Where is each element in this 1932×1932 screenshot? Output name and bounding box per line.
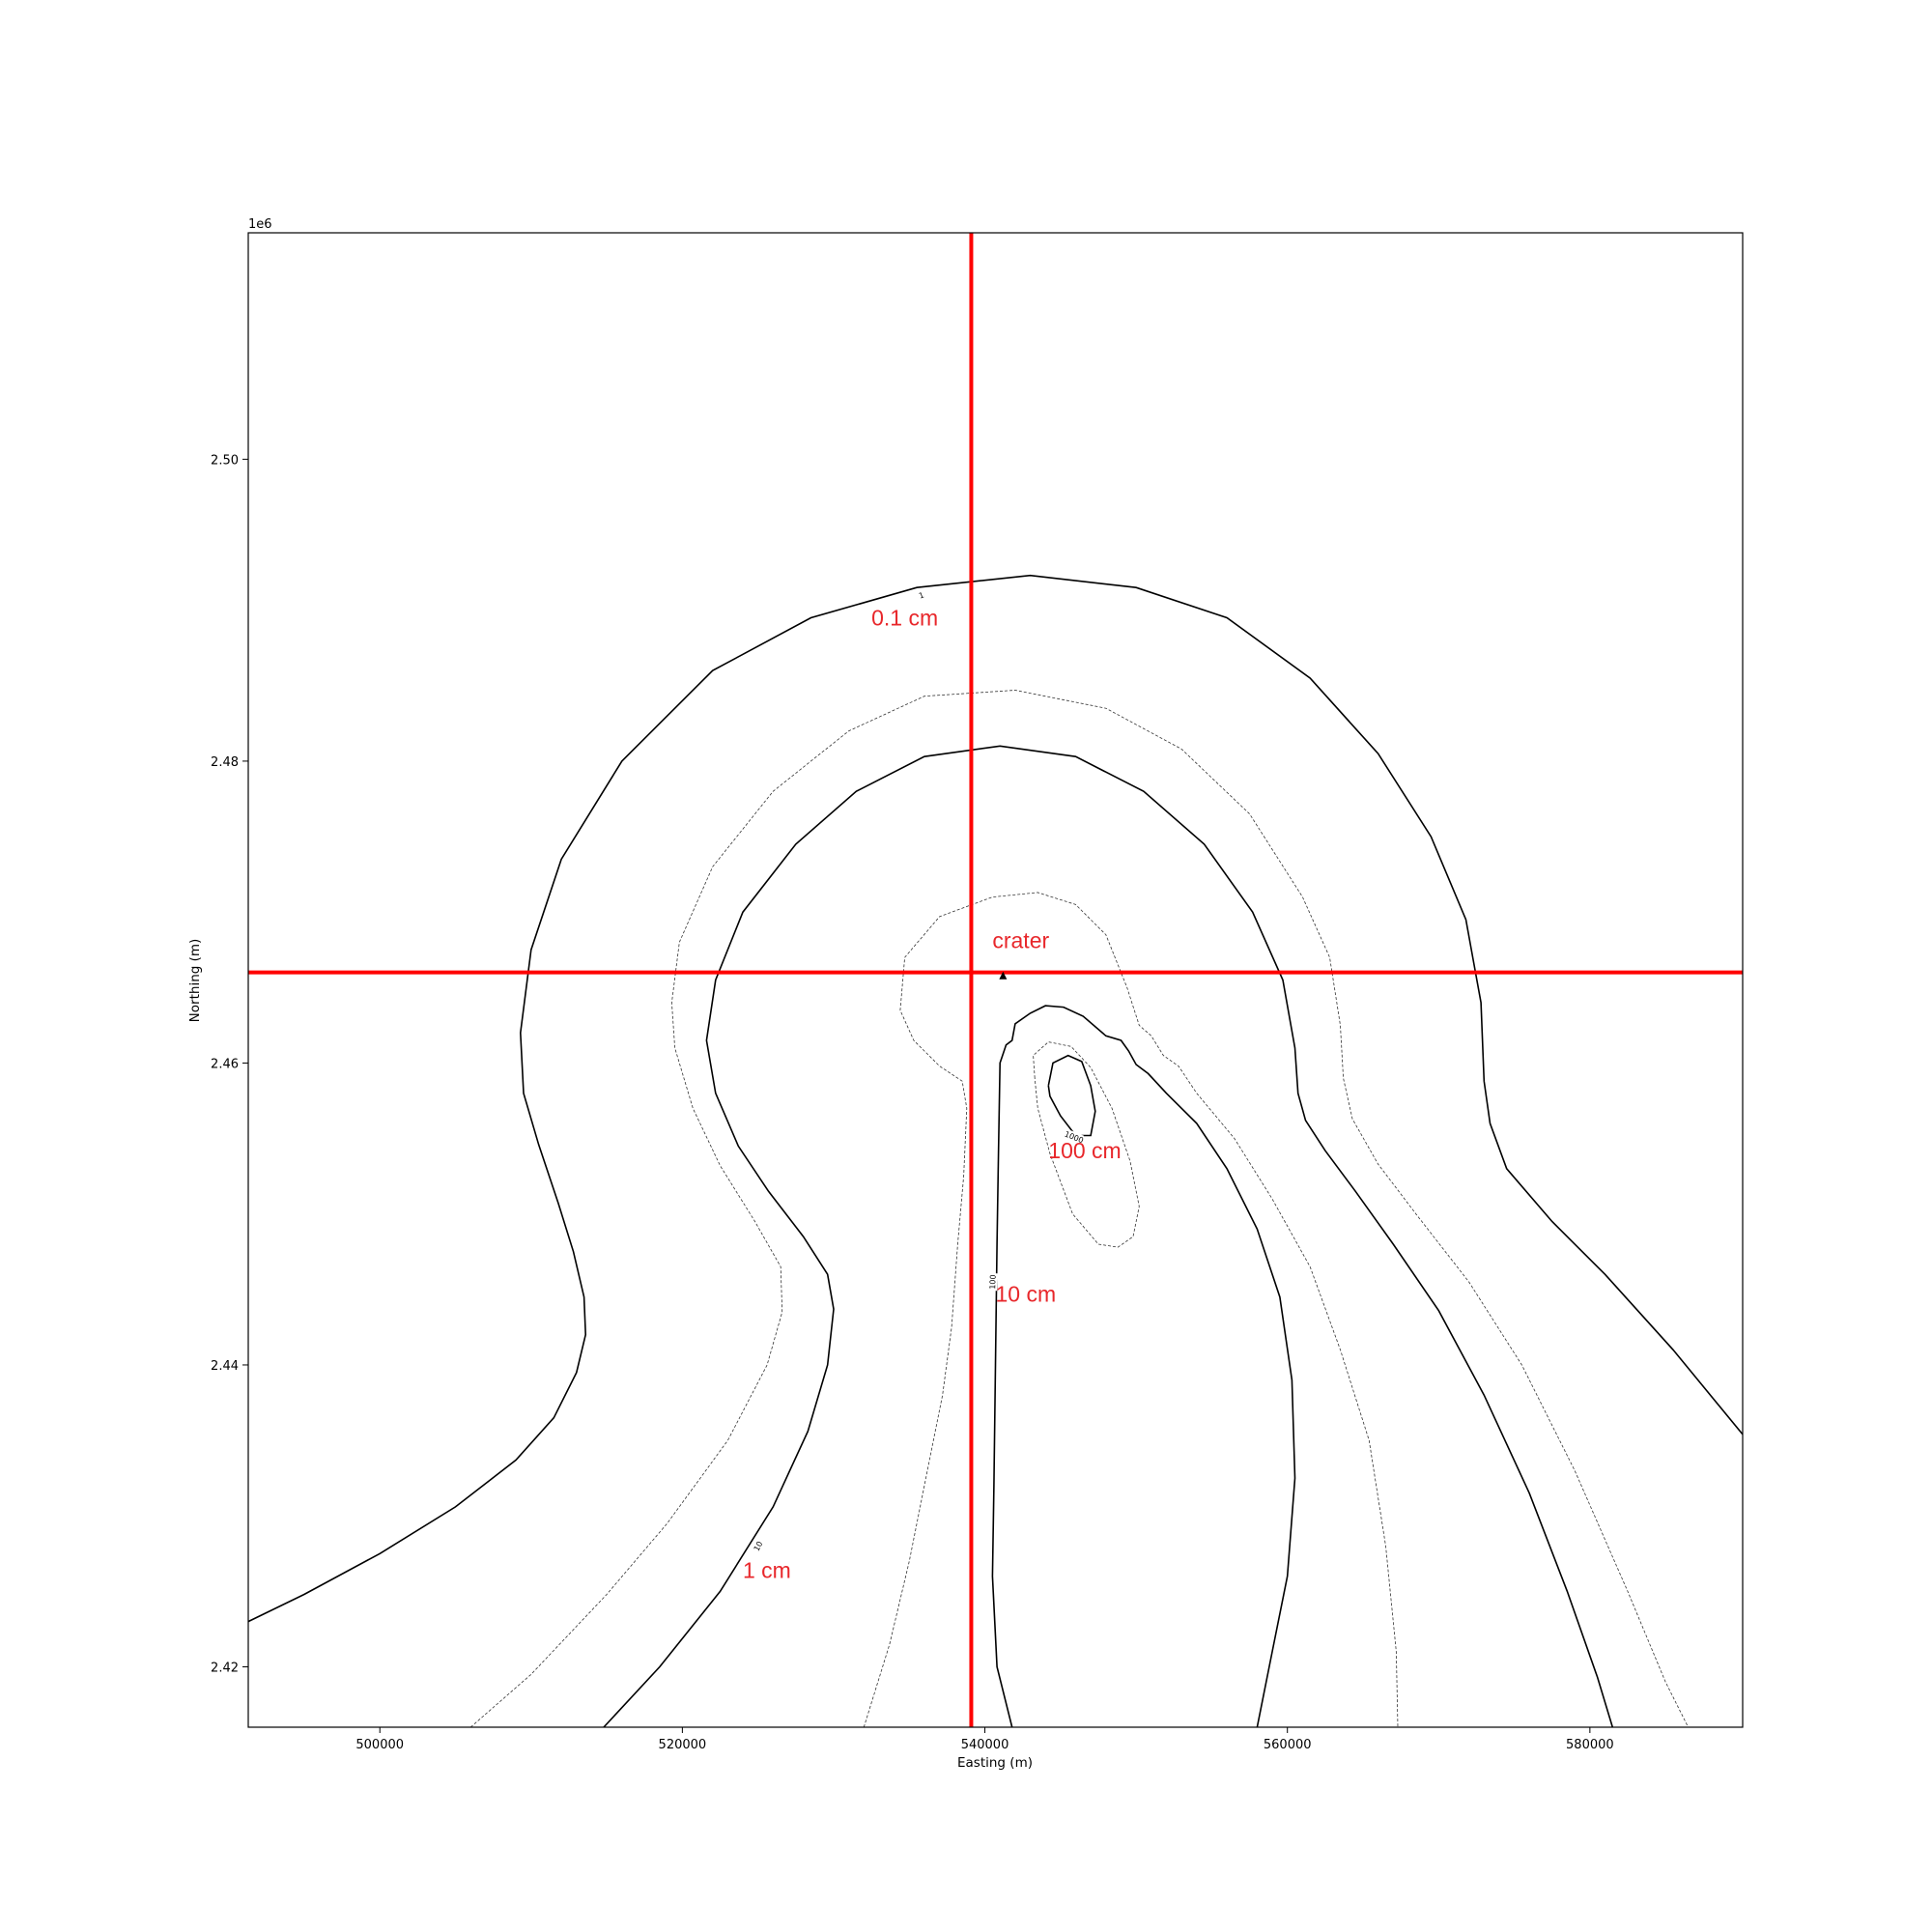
x-axis-label: Easting (m) xyxy=(957,1755,1033,1771)
y-tick-label: 2.46 xyxy=(211,1057,239,1071)
y-tick-label: 2.48 xyxy=(211,755,239,770)
contour-label-gap xyxy=(911,587,931,603)
contour-label-gap xyxy=(987,1272,998,1292)
contour-line-3_16 xyxy=(469,690,1689,1728)
contour-line-100 xyxy=(991,1005,1296,1728)
contour-line-1000 xyxy=(1047,1054,1096,1137)
contour-line-10 xyxy=(603,745,1614,1728)
contour-line-31_6 xyxy=(863,892,1399,1728)
y-axis-offset-label: 1e6 xyxy=(248,217,272,232)
x-tick-label: 560000 xyxy=(1264,1738,1312,1752)
crater-marker-icon xyxy=(999,971,1008,980)
contour-inline-label: 100 xyxy=(988,1274,998,1290)
x-tick-label: 580000 xyxy=(1566,1738,1614,1752)
contour-label-gap xyxy=(750,1536,767,1556)
contour-label-gap xyxy=(1064,1129,1085,1146)
x-tick-label: 520000 xyxy=(659,1738,707,1752)
y-tick-label: 2.44 xyxy=(211,1359,239,1374)
y-axis-label: Northing (m) xyxy=(187,939,203,1023)
plot-frame xyxy=(247,232,1744,1728)
contour-inline-label: 10 xyxy=(753,1540,765,1552)
x-tick-label: 500000 xyxy=(355,1738,404,1752)
y-tick-label: 2.42 xyxy=(211,1661,239,1675)
contour-line-1 xyxy=(247,574,1744,1623)
contour-inline-label: 1 xyxy=(918,590,925,600)
crosshair-layer xyxy=(248,233,1743,1727)
annotation-0-1-cm: 0.1 cm xyxy=(871,605,938,630)
annotation-10-cm: 10 cm xyxy=(996,1281,1057,1306)
annotation-100-cm: 100 cm xyxy=(1048,1138,1121,1163)
y-tick-label: 2.50 xyxy=(211,453,239,468)
x-axis: 500000 520000 540000 560000 580000 xyxy=(355,1727,1614,1752)
y-axis: 2.42 2.44 2.46 2.48 2.50 xyxy=(211,453,248,1675)
x-tick-label: 540000 xyxy=(961,1738,1009,1752)
annotations-layer: 0.1 cm crater 100 cm 10 cm 1 cm xyxy=(743,605,1122,1582)
annotation-crater: crater xyxy=(992,928,1049,953)
contours-layer xyxy=(247,574,1744,1728)
crater-layer xyxy=(999,971,1008,980)
annotation-1-cm: 1 cm xyxy=(743,1557,791,1582)
contour-line-316 xyxy=(1033,1041,1140,1248)
